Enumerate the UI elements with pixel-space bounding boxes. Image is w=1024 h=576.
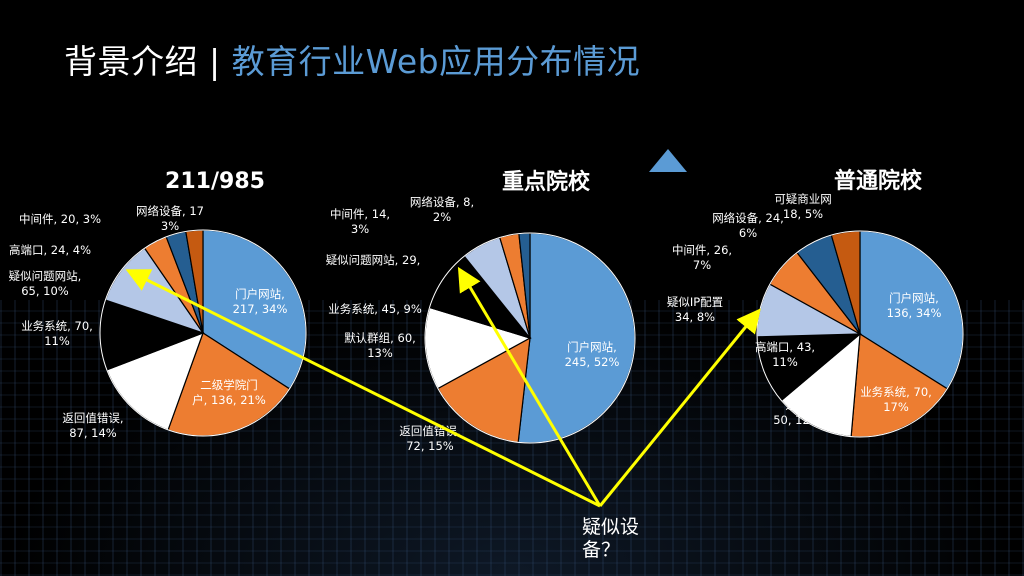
annotation-text: 疑似设备？ [582,516,640,561]
slice-label: 疑似问题网站, 29, [326,253,421,267]
slice-label: 门户网站, 245, 52% [565,340,620,369]
slide-title: 背景介绍 | 教育行业Web应用分布情况 [64,40,640,84]
slice-label: 中间件, 26, 7% [672,243,732,272]
title-main: 背景介绍 [64,42,198,81]
slice-label: 网络设备, 17 3% [136,204,204,233]
title-subtitle: 教育行业Web应用分布情况 [231,42,641,81]
slice-label: 默认群组, 60, 13% [344,331,416,360]
slice-label: 网络设备, 8, 2% [410,195,474,224]
slice-label: 疑似问题网站, 65, 10% [9,269,82,298]
pie-chart-1: 211/985 门户网站, 217, 34% 二级学院门户, 136, 21% 返回值错… [9,169,307,440]
arrow-to-chart2 [457,266,602,507]
arrow-to-chart1 [125,269,601,508]
slice-label: 返回值错误, 72, 15% [399,424,460,453]
chart-title: 211/985 [165,169,265,194]
slice-label: 门户网站, 136, 34% [887,291,942,320]
pie-slice [517,232,636,444]
slice-label: 业务系统, 70, 11% [21,319,93,348]
slice-label: 网络设备, 24, 6% [712,211,784,240]
annotation-arrows [125,266,761,508]
slice-label: 高端口, 43, 11% [755,340,815,369]
arrow-to-chart3 [598,308,761,507]
slice-label: 疑似IP配置 34, 8% [667,295,723,324]
chart-title: 重点院校 [502,169,591,195]
slice-label: 门户网站, 217, 34% [233,287,288,316]
slice-label: 中间件, 14, 3% [330,207,390,236]
slice-label: 返回值错误, 87, 14% [62,411,123,440]
slice-label: 高端口, 24, 4% [9,243,91,257]
triangle-icon [649,149,687,172]
slice-label: 业务系统, 70, 17% [860,385,932,414]
slice-label: 返回 50, 12% [773,398,821,427]
chart-title: 普通院校 [834,168,923,194]
slice-label: 中间件, 20, 3% [19,212,101,226]
slice-label: 二级学院门户, 136, 21% [192,378,266,407]
slice-label: 可疑商业网 18, 5% [774,192,832,221]
slice-label: 业务系统, 45, 9% [328,302,422,316]
title-separator: | [209,42,221,81]
pie-outline [424,232,636,444]
pie-outline [99,229,307,437]
